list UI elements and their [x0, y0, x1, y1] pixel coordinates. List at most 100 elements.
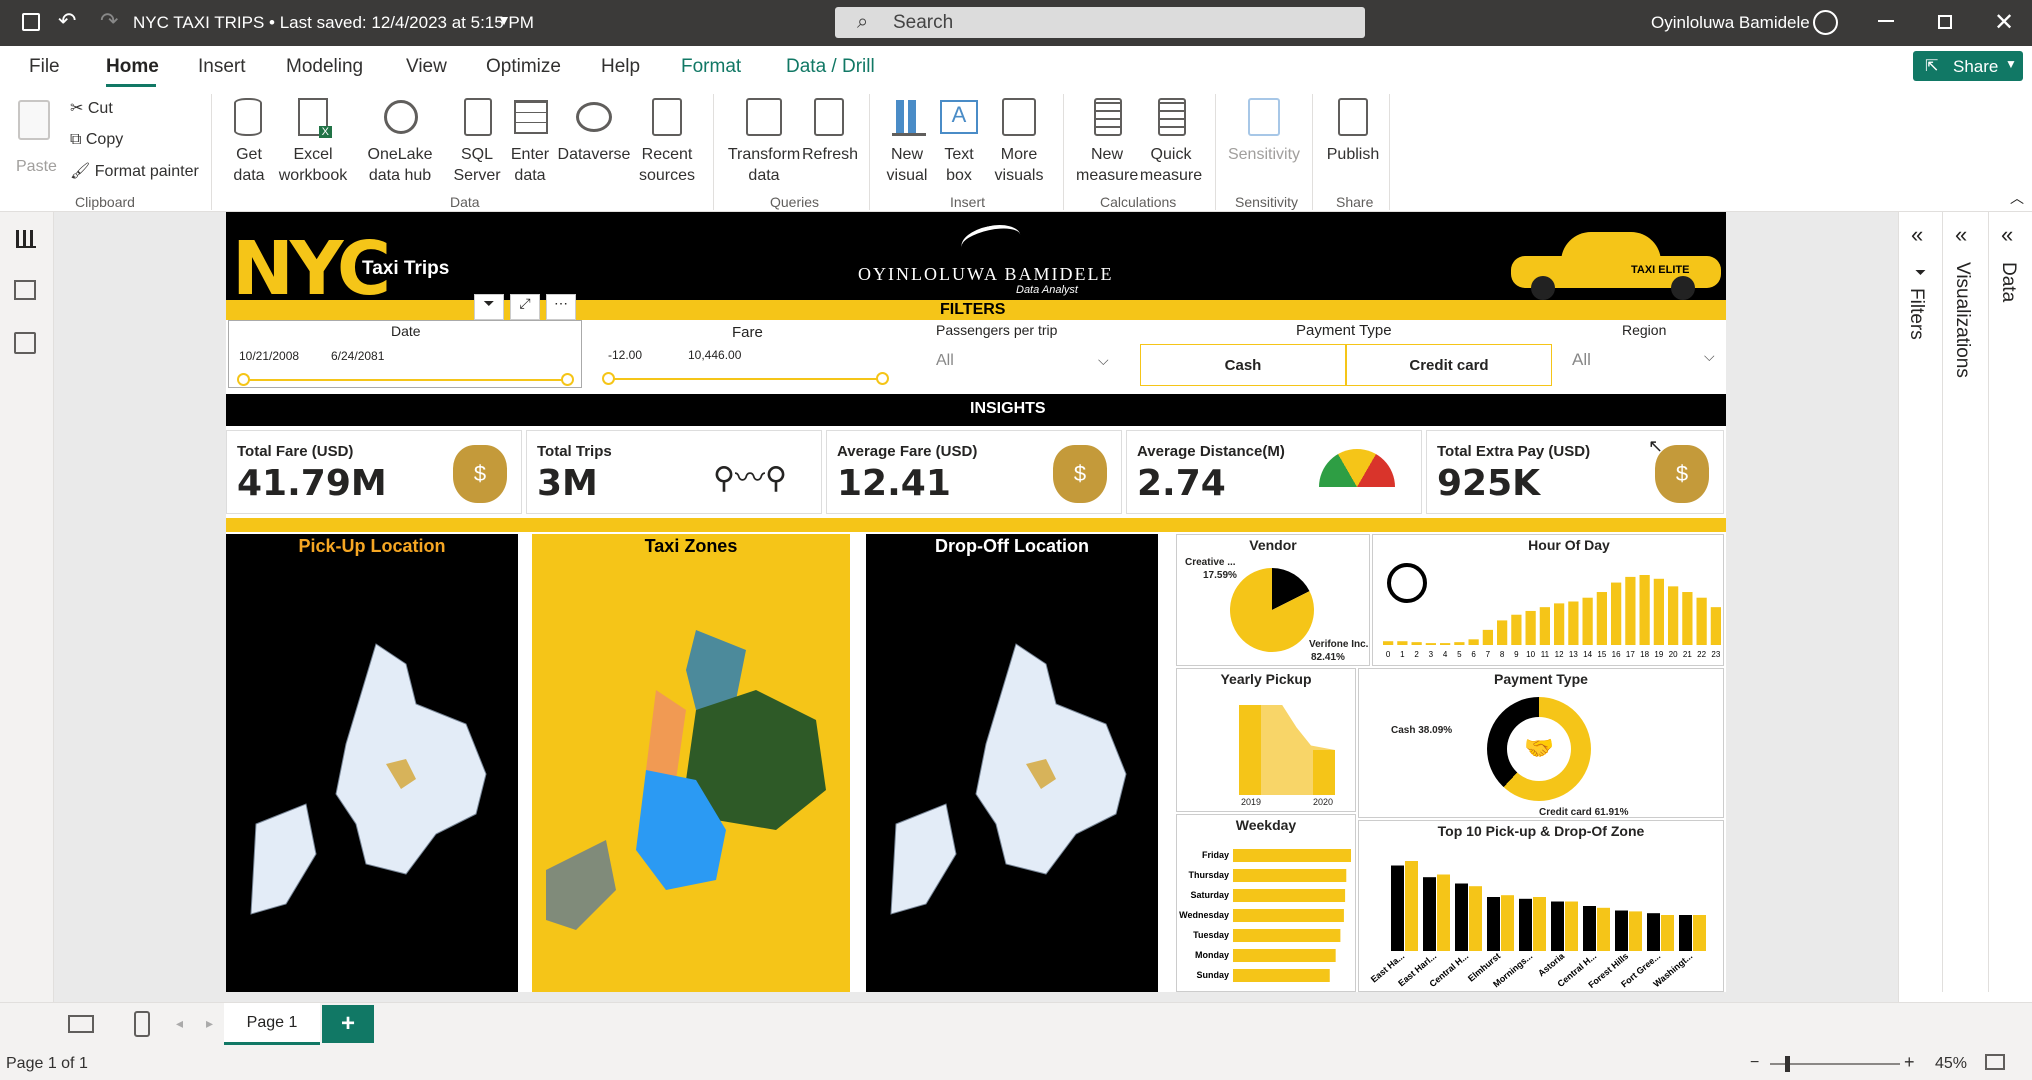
fare-slider-handle-min[interactable]: [602, 372, 615, 385]
collapse-icon[interactable]: «: [1955, 222, 1968, 247]
date-end[interactable]: 6/24/2081: [331, 349, 385, 363]
hour-bar[interactable]: [1568, 601, 1579, 645]
fit-page-icon[interactable]: [1985, 1054, 2005, 1070]
weekday-bar[interactable]: [1233, 869, 1347, 882]
filters-pane[interactable]: « ⏷ Filters: [1899, 212, 1943, 992]
kpi-card-total-fare[interactable]: Total Fare (USD) 41.79M $: [226, 430, 522, 514]
passengers-value[interactable]: All: [936, 352, 954, 369]
top10-bar[interactable]: [1647, 913, 1660, 951]
top10-bar[interactable]: [1583, 906, 1596, 951]
top10-bar[interactable]: [1455, 883, 1468, 952]
payment-credit-button[interactable]: Credit card: [1346, 344, 1552, 386]
hour-bar[interactable]: [1511, 614, 1522, 645]
hour-bar[interactable]: [1482, 629, 1493, 645]
redo-icon[interactable]: ↷: [100, 8, 119, 33]
fare-slicer[interactable]: Fare -12.00 10,446.00: [588, 320, 889, 388]
hour-bar[interactable]: [1639, 575, 1650, 645]
payment-cash-button[interactable]: Cash: [1140, 344, 1346, 386]
pickup-map[interactable]: Pick-Up Location: [226, 534, 518, 992]
yearly-pickup-chart[interactable]: Yearly Pickup 2019 2020: [1176, 668, 1356, 812]
vendor-chart[interactable]: Vendor Creative ... 17.59% Verifone Inc.…: [1176, 534, 1370, 666]
chevron-down-icon[interactable]: ⌵: [1704, 348, 1715, 364]
user-name[interactable]: Oyinloluwa Bamidele: [1651, 13, 1810, 32]
payment-type-chart[interactable]: Payment Type 🤝 Cash 38.09% Credit card 6…: [1358, 668, 1724, 818]
menu-help[interactable]: Help: [601, 56, 641, 77]
menu-data-drill[interactable]: Data / Drill: [786, 56, 875, 77]
prev-page-icon[interactable]: ◂: [176, 1015, 184, 1031]
menu-optimize[interactable]: Optimize: [486, 56, 561, 77]
top10-bar[interactable]: [1679, 915, 1692, 951]
weekday-bar[interactable]: [1233, 909, 1344, 922]
more-options-icon[interactable]: ⋯: [546, 294, 576, 320]
top10-bar[interactable]: [1565, 901, 1578, 952]
zoom-slider-thumb[interactable]: [1785, 1056, 1790, 1072]
menu-home[interactable]: Home: [106, 56, 159, 77]
passengers-slicer[interactable]: Passengers per trip All ⌵: [906, 320, 1116, 388]
menu-modeling[interactable]: Modeling: [286, 56, 364, 77]
menu-view[interactable]: View: [406, 56, 447, 77]
collapse-icon[interactable]: «: [1911, 222, 1924, 247]
weekday-bar[interactable]: [1233, 969, 1330, 982]
desktop-layout-icon[interactable]: [68, 1015, 94, 1033]
fare-slider-handle-max[interactable]: [876, 372, 889, 385]
top10-bar[interactable]: [1533, 897, 1546, 951]
top10-bar[interactable]: [1469, 886, 1482, 951]
hour-bar[interactable]: [1682, 592, 1693, 645]
fare-min[interactable]: -12.00: [608, 348, 643, 362]
hour-bar[interactable]: [1383, 641, 1394, 645]
date-slider-handle-start[interactable]: [237, 373, 250, 386]
restore-icon[interactable]: [1938, 15, 1952, 29]
hour-bar[interactable]: [1468, 639, 1479, 645]
filter-visual-icon[interactable]: ⏷: [474, 294, 504, 320]
data-pane[interactable]: « Data: [1989, 212, 2032, 992]
undo-icon[interactable]: ↶: [58, 8, 77, 33]
weekday-bar[interactable]: [1233, 949, 1336, 962]
avatar[interactable]: [1813, 10, 1838, 35]
focus-mode-icon[interactable]: ⤢: [510, 294, 540, 320]
top10-bar[interactable]: [1661, 915, 1674, 951]
save-icon[interactable]: [22, 13, 40, 31]
close-icon[interactable]: ✕: [1994, 9, 2015, 36]
weekday-bar[interactable]: [1233, 849, 1351, 862]
hour-bar[interactable]: [1611, 582, 1622, 645]
model-view-icon[interactable]: [14, 332, 36, 354]
date-slider-handle-end[interactable]: [561, 373, 574, 386]
kpi-card-total-trips[interactable]: Total Trips 3M ⚲〰⚲: [526, 430, 822, 514]
weekday-bar[interactable]: [1233, 929, 1341, 942]
collapse-ribbon-icon[interactable]: ︿: [2010, 190, 2024, 206]
top10-bar[interactable]: [1597, 907, 1610, 951]
weekday-bar[interactable]: [1233, 889, 1346, 902]
hour-bar[interactable]: [1582, 597, 1593, 645]
share-button[interactable]: ⇱ Share ▼: [1913, 51, 2023, 81]
top10-bar[interactable]: [1391, 865, 1404, 952]
zoom-in-icon[interactable]: +: [1904, 1052, 1915, 1072]
date-start[interactable]: 10/21/2008: [239, 349, 300, 363]
hour-bar[interactable]: [1696, 597, 1707, 645]
hour-bar[interactable]: [1625, 576, 1636, 645]
date-slicer[interactable]: Date 10/21/2008 6/24/2081: [228, 320, 582, 388]
weekday-chart[interactable]: Weekday Friday Thursday Saturday Wednesday T…: [1176, 814, 1356, 992]
pie-slice-1[interactable]: [1230, 568, 1314, 652]
top10-bar[interactable]: [1615, 910, 1628, 952]
hour-bar[interactable]: [1497, 620, 1508, 645]
cut-button[interactable]: ✂ Cut: [70, 98, 113, 119]
hour-of-day-chart[interactable]: Hour Of Day 0 1 2 3 4 5 6 7 8 9 10 11 12 13 14 15 16 17 18…: [1372, 534, 1724, 666]
hour-bar[interactable]: [1653, 578, 1664, 645]
next-page-icon[interactable]: ▸: [206, 1015, 214, 1031]
hour-bar[interactable]: [1425, 643, 1436, 645]
top10-bar[interactable]: [1487, 897, 1500, 951]
visualizations-pane[interactable]: « Visualizations: [1943, 212, 1989, 992]
kpi-card-average-distance[interactable]: Average Distance(M) 2.74: [1126, 430, 1422, 514]
top10-bar[interactable]: [1423, 877, 1436, 951]
region-value[interactable]: All: [1572, 350, 1591, 369]
chevron-down-icon[interactable]: ▼: [497, 12, 511, 28]
hour-bar[interactable]: [1539, 607, 1550, 645]
top10-bar[interactable]: [1693, 915, 1706, 951]
hour-bar[interactable]: [1554, 603, 1565, 645]
top10-bar[interactable]: [1519, 898, 1532, 951]
report-view-icon[interactable]: [16, 230, 36, 248]
search-box[interactable]: ⌕ Search: [835, 7, 1365, 38]
hour-bar[interactable]: [1668, 586, 1679, 645]
menu-file[interactable]: File: [29, 56, 60, 77]
top10-bar[interactable]: [1551, 901, 1564, 952]
